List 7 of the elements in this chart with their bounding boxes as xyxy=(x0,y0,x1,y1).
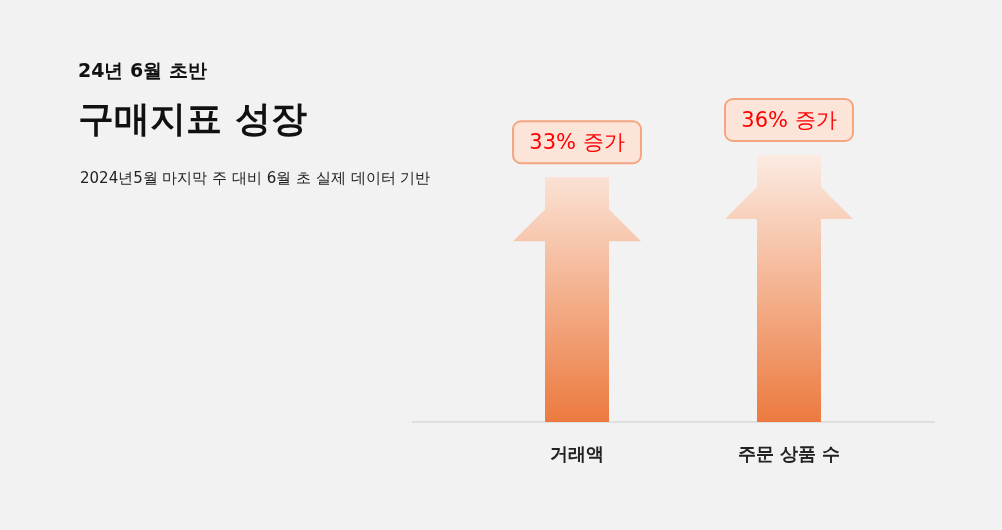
x-tick-label: 거래액 xyxy=(550,443,604,464)
chart-title: 구매지표 성장 xyxy=(78,98,307,139)
annotation: 2024년5월 마지막 주 대비 6월 초 실제 데이터 기반 xyxy=(80,169,431,187)
x-tick-label: 주문 상품 수 xyxy=(737,443,841,464)
text: 24년 6월 초반 xyxy=(78,59,207,81)
data-label: 36% 증가 xyxy=(741,108,837,132)
data-label: 33% 증가 xyxy=(529,130,625,155)
